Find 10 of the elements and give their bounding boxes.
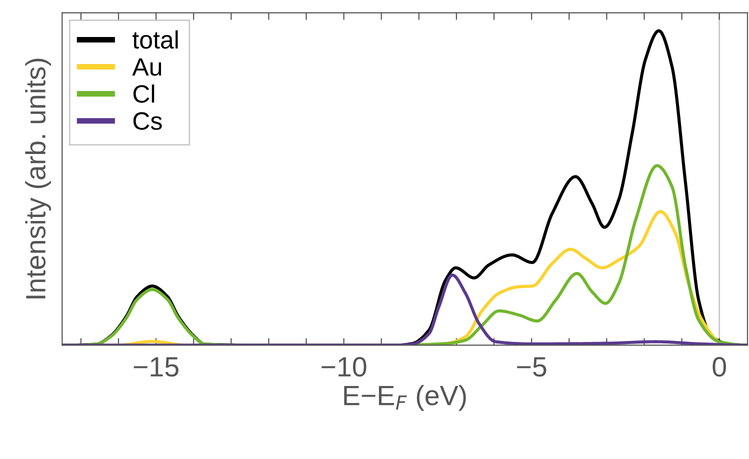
x-tick-label: 0 bbox=[712, 357, 726, 377]
legend-label: Cs bbox=[133, 112, 162, 130]
y-axis-title: Intensity (arb. units) bbox=[25, 58, 52, 298]
x-axis-title: E−E$_{F}$ (eV) bbox=[344, 384, 466, 411]
x-tick-label: −5 bbox=[517, 357, 546, 377]
x-tick-label: −15 bbox=[134, 357, 178, 377]
x-tick-label: −10 bbox=[322, 357, 366, 377]
legend-label: Au bbox=[132, 58, 162, 76]
legend-label: total bbox=[132, 30, 178, 49]
legend-label: Cl bbox=[133, 84, 154, 103]
